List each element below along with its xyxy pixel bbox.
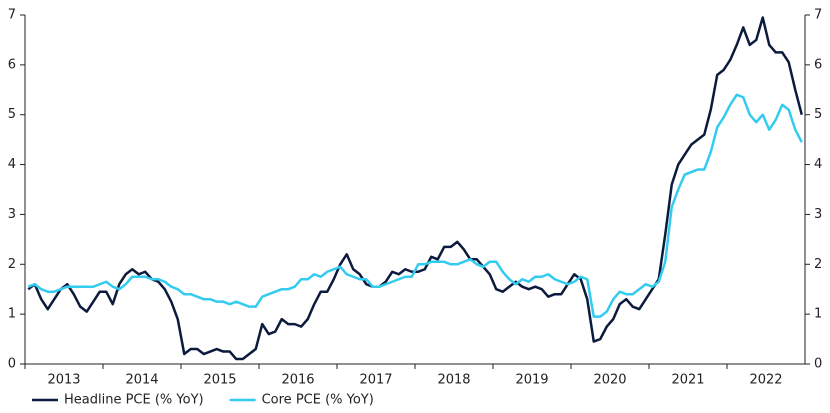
y2-tick-label: 6 <box>814 57 822 72</box>
legend-label: Core PCE (% YoY) <box>262 393 374 408</box>
y-tick-label: 6 <box>8 57 16 72</box>
x-tick-label: 2020 <box>593 373 626 388</box>
y-tick-label: 1 <box>8 307 16 322</box>
y-tick-label: 2 <box>8 257 16 272</box>
x-tick-label: 2013 <box>47 373 80 388</box>
line-series <box>27 16 803 361</box>
y2-tick-label: 0 <box>814 357 822 372</box>
x-tick-label: 2016 <box>281 373 314 388</box>
x-tick-label: 2019 <box>515 373 548 388</box>
x-tick-label: 2022 <box>749 373 782 388</box>
x-tick-label: 2021 <box>671 373 704 388</box>
y-tick-label: 0 <box>8 357 16 372</box>
line-series <box>27 93 803 318</box>
y2-tick-label: 7 <box>814 8 822 23</box>
y2-tick-label: 3 <box>814 207 822 222</box>
y2-tick-label: 1 <box>814 307 822 322</box>
y-tick-label: 5 <box>8 107 16 122</box>
y2-tick-label: 4 <box>814 157 822 172</box>
y-tick-label: 3 <box>8 207 16 222</box>
y2-tick-label: 5 <box>814 107 822 122</box>
x-tick-label: 2014 <box>125 373 158 388</box>
x-tick-label: 2015 <box>203 373 236 388</box>
x-tick-label: 2018 <box>437 373 470 388</box>
y2-tick-label: 2 <box>814 257 822 272</box>
x-tick-label: 2017 <box>359 373 392 388</box>
y-tick-label: 4 <box>8 157 16 172</box>
legend-label: Headline PCE (% YoY) <box>64 393 204 408</box>
y-tick-label: 7 <box>8 8 16 23</box>
